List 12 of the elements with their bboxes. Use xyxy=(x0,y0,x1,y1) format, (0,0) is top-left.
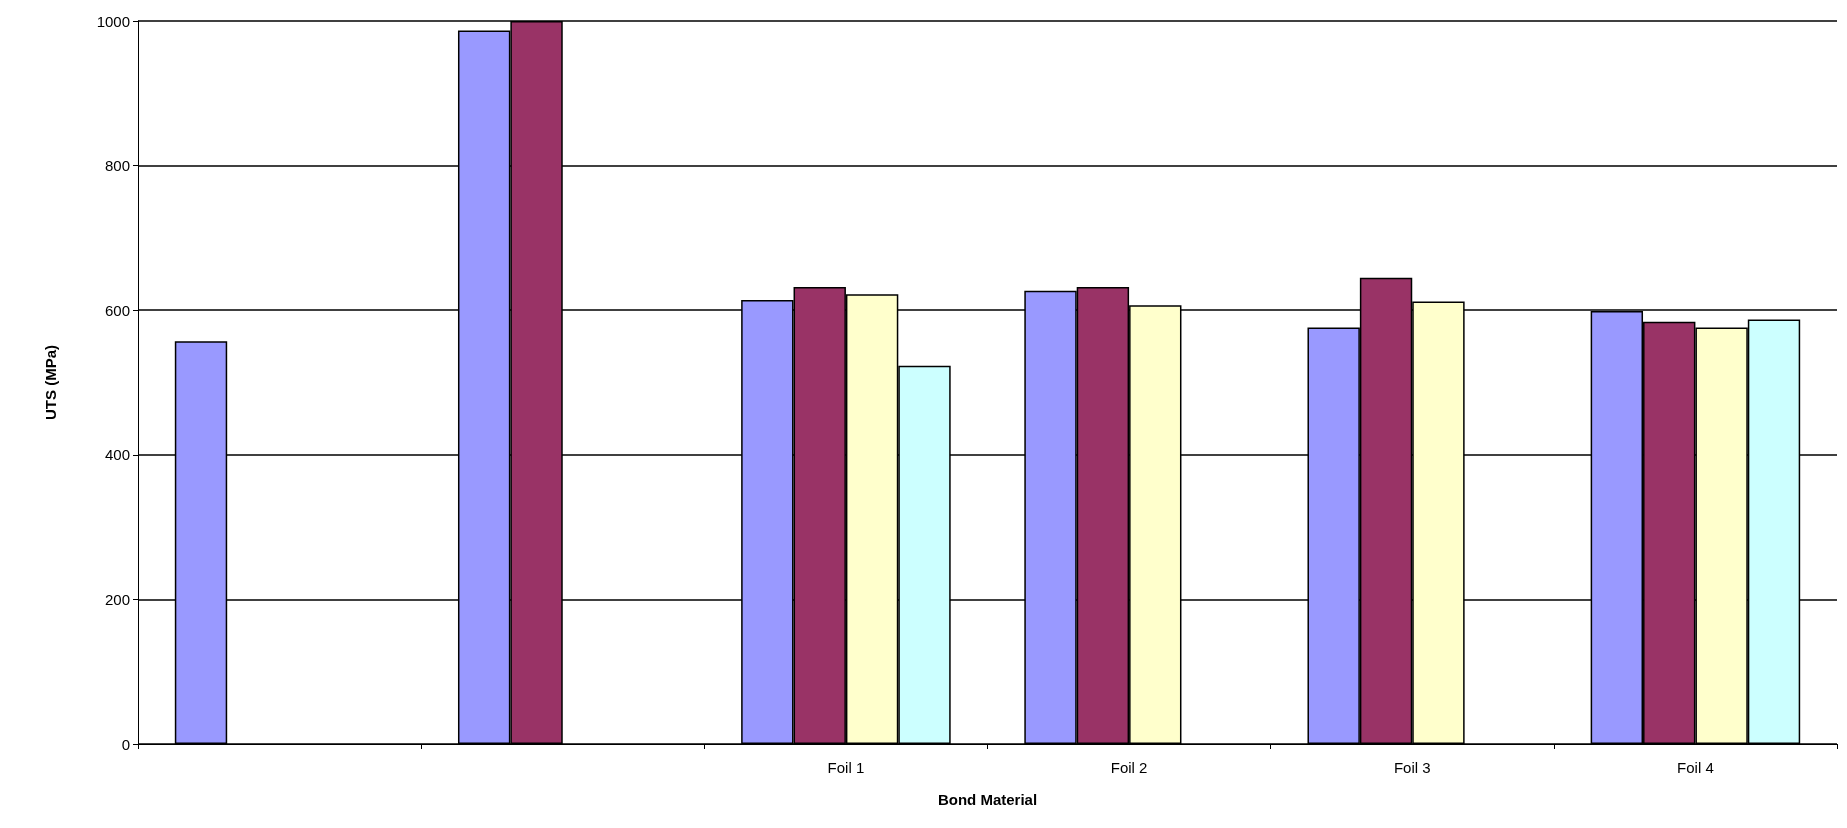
x-tick-label: Foil 1 xyxy=(827,759,865,776)
x-axis-title: Bond Material xyxy=(937,791,1038,808)
y-axis-title: UTS (MPa) xyxy=(42,345,59,420)
y-tick-label: 200 xyxy=(104,590,130,608)
x-tick-label: Foil 4 xyxy=(1677,759,1714,776)
y-tick-label: 1000 xyxy=(96,12,130,30)
y-tick-label: 400 xyxy=(104,446,130,464)
y-tick-label: 800 xyxy=(104,157,130,175)
y-tick-label: 600 xyxy=(104,301,130,319)
x-tick-label: Foil 2 xyxy=(1110,759,1148,776)
x-tick-label: Foil 3 xyxy=(1393,759,1431,776)
y-tick-label: 0 xyxy=(121,735,130,753)
